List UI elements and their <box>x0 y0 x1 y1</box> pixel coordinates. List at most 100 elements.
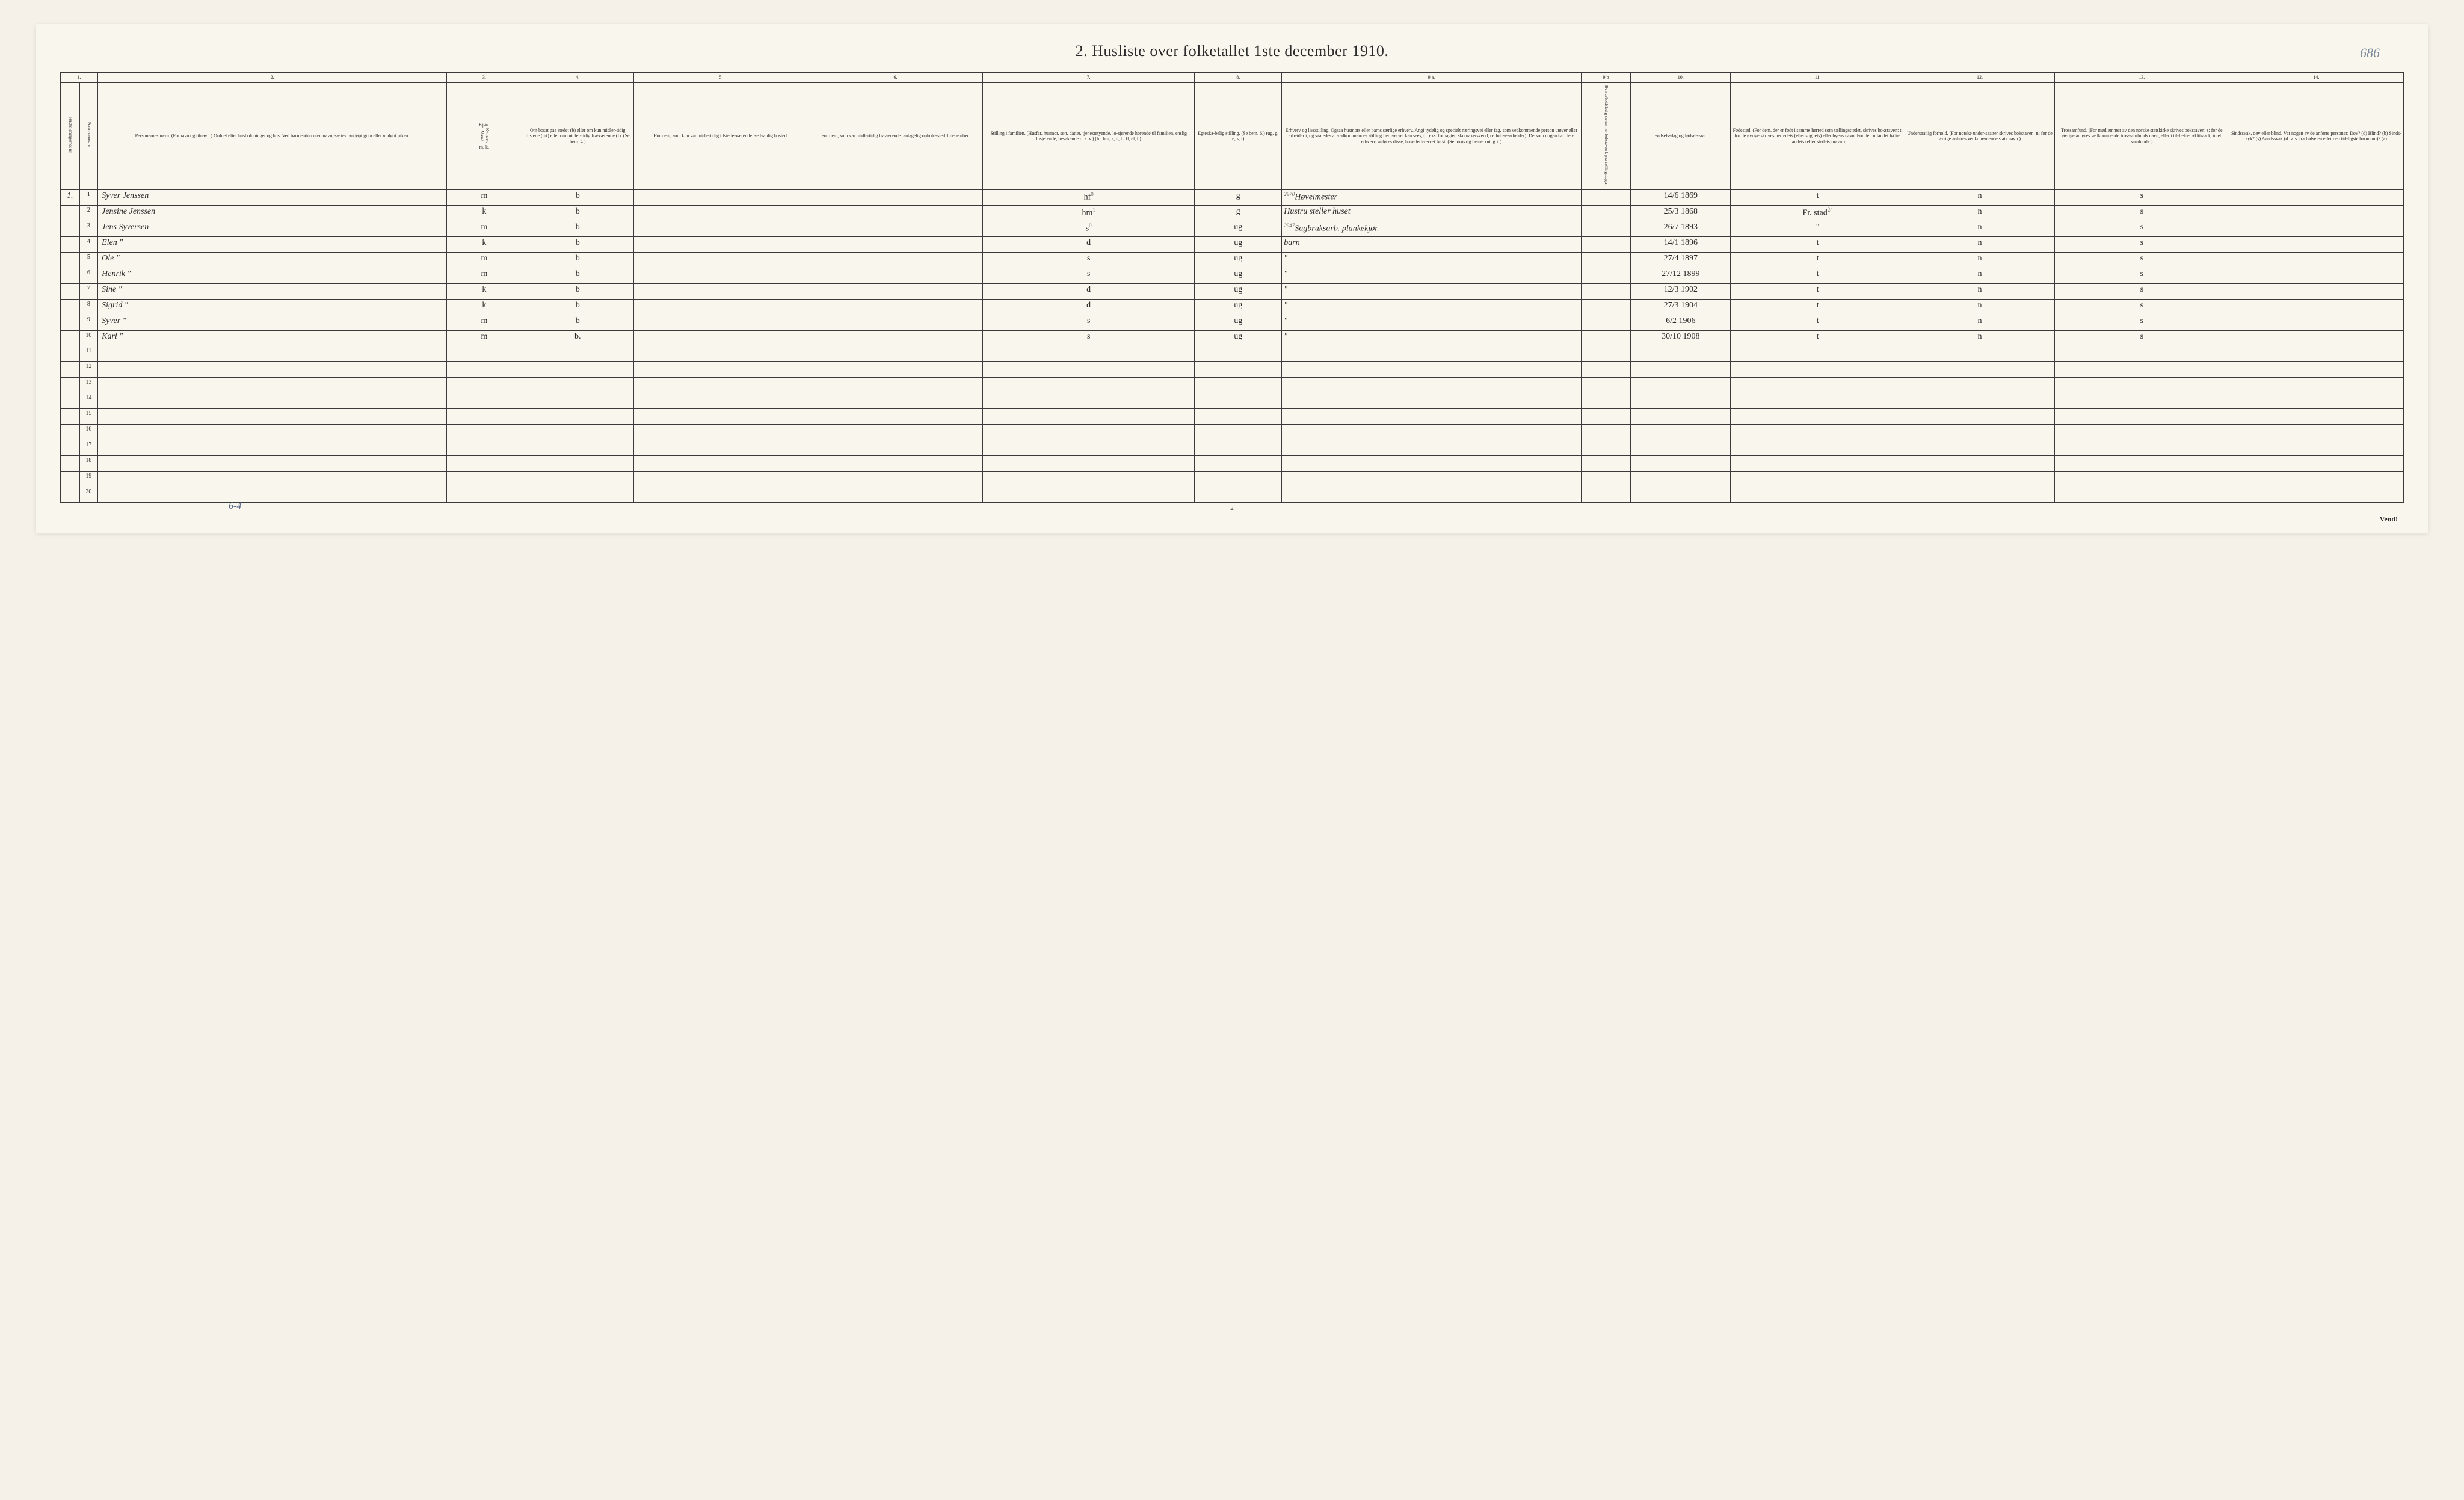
cell-name: Jensine Jenssen <box>98 205 447 221</box>
table-row: 6 Henrik " m b s ug " 27/12 1899 t n s <box>61 268 2404 283</box>
cell-occupation <box>1282 377 1581 393</box>
footer-annotation: 6-4 <box>229 501 241 512</box>
cell-unemployed <box>1581 455 1631 471</box>
cell-person-num: 6 <box>79 268 98 283</box>
header-nationality: Undersaatlig forhold. (For norske under-… <box>1905 82 2055 189</box>
cell-sex <box>447 408 522 424</box>
cell-occupation <box>1282 455 1581 471</box>
cell-name <box>98 440 447 455</box>
cell-position <box>983 455 1195 471</box>
cell-name: Jens Syversen <box>98 221 447 236</box>
cell-sex <box>447 424 522 440</box>
cell-marital: ug <box>1195 315 1282 330</box>
cell-marital <box>1195 471 1282 487</box>
cell-residence: b <box>522 299 633 315</box>
cell-birthdate: 25/3 1868 <box>1631 205 1731 221</box>
cell-temp-present <box>633 236 808 252</box>
cell-sex: k <box>447 205 522 221</box>
cell-occupation <box>1282 393 1581 408</box>
cell-name: Elen " <box>98 236 447 252</box>
table-row: 17 <box>61 440 2404 455</box>
cell-birthplace: t <box>1731 189 1905 205</box>
cell-birthplace <box>1731 346 1905 361</box>
cell-unemployed <box>1581 471 1631 487</box>
cell-household <box>61 408 80 424</box>
cell-name: Sine " <box>98 283 447 299</box>
cell-marital <box>1195 424 1282 440</box>
cell-sex: m <box>447 189 522 205</box>
cell-name <box>98 455 447 471</box>
cell-sex: m <box>447 268 522 283</box>
header-disability: Sindssvak, døv eller blind. Var nogen av… <box>2229 82 2403 189</box>
header-temp-present: For dem, som kun var midlertidig tilsted… <box>633 82 808 189</box>
header-birthplace: Fødested. (For dem, der er født i samme … <box>1731 82 1905 189</box>
cell-unemployed <box>1581 221 1631 236</box>
cell-faith: s <box>2054 283 2229 299</box>
table-row: 1. 1 Syver Jenssen m b hf0 g 2970Høvelme… <box>61 189 2404 205</box>
page-marker: 686 <box>2360 45 2380 61</box>
col-num-10: 10. <box>1631 73 1731 83</box>
cell-disability <box>2229 268 2403 283</box>
cell-position: d <box>983 299 1195 315</box>
cell-unemployed <box>1581 424 1631 440</box>
col-num-5: 5. <box>633 73 808 83</box>
cell-occupation: " <box>1282 268 1581 283</box>
col-num-7: 7. <box>983 73 1195 83</box>
cell-nationality <box>1905 346 2055 361</box>
header-birthdate: Fødsels-dag og fødsels-aar. <box>1631 82 1731 189</box>
cell-temp-present <box>633 299 808 315</box>
cell-unemployed <box>1581 236 1631 252</box>
cell-temp-absent <box>808 330 983 346</box>
table-row: 13 <box>61 377 2404 393</box>
cell-person-num: 7 <box>79 283 98 299</box>
cell-person-num: 20 <box>79 487 98 502</box>
cell-disability <box>2229 221 2403 236</box>
header-temp-absent: For dem, som var midlertidig fraværende:… <box>808 82 983 189</box>
cell-temp-absent <box>808 236 983 252</box>
page-number-bottom: 2 <box>1230 505 1234 512</box>
cell-name <box>98 424 447 440</box>
cell-birthdate <box>1631 393 1731 408</box>
table-row: 18 <box>61 455 2404 471</box>
cell-occupation <box>1282 440 1581 455</box>
cell-household <box>61 346 80 361</box>
cell-household <box>61 299 80 315</box>
table-header: 1. 2. 3. 4. 5. 6. 7. 8. 9 a. 9 b 10. 11.… <box>61 73 2404 190</box>
cell-disability <box>2229 283 2403 299</box>
cell-residence: b <box>522 205 633 221</box>
cell-temp-absent <box>808 361 983 377</box>
cell-sex <box>447 440 522 455</box>
cell-faith <box>2054 424 2229 440</box>
cell-birthdate: 27/12 1899 <box>1631 268 1731 283</box>
cell-disability <box>2229 315 2403 330</box>
cell-temp-present <box>633 471 808 487</box>
cell-nationality: n <box>1905 268 2055 283</box>
cell-temp-absent <box>808 205 983 221</box>
cell-marital: ug <box>1195 299 1282 315</box>
cell-name: Karl " <box>98 330 447 346</box>
cell-marital: g <box>1195 189 1282 205</box>
cell-sex <box>447 393 522 408</box>
table-row: 19 <box>61 471 2404 487</box>
table-row: 20 <box>61 487 2404 502</box>
page-title: 2. Husliste over folketallet 1ste decemb… <box>60 42 2404 60</box>
cell-occupation: barn <box>1282 236 1581 252</box>
cell-residence <box>522 346 633 361</box>
cell-marital <box>1195 487 1282 502</box>
col-num-12: 12. <box>1905 73 2055 83</box>
cell-nationality: n <box>1905 236 2055 252</box>
cell-birthdate <box>1631 346 1731 361</box>
cell-birthdate <box>1631 471 1731 487</box>
cell-person-num: 5 <box>79 252 98 268</box>
col-num-11: 11. <box>1731 73 1905 83</box>
cell-person-num: 4 <box>79 236 98 252</box>
cell-name: Sigrid " <box>98 299 447 315</box>
cell-nationality <box>1905 455 2055 471</box>
cell-person-num: 17 <box>79 440 98 455</box>
cell-marital: g <box>1195 205 1282 221</box>
cell-unemployed <box>1581 487 1631 502</box>
cell-disability <box>2229 377 2403 393</box>
cell-faith: s <box>2054 221 2229 236</box>
cell-temp-present <box>633 361 808 377</box>
cell-unemployed <box>1581 361 1631 377</box>
